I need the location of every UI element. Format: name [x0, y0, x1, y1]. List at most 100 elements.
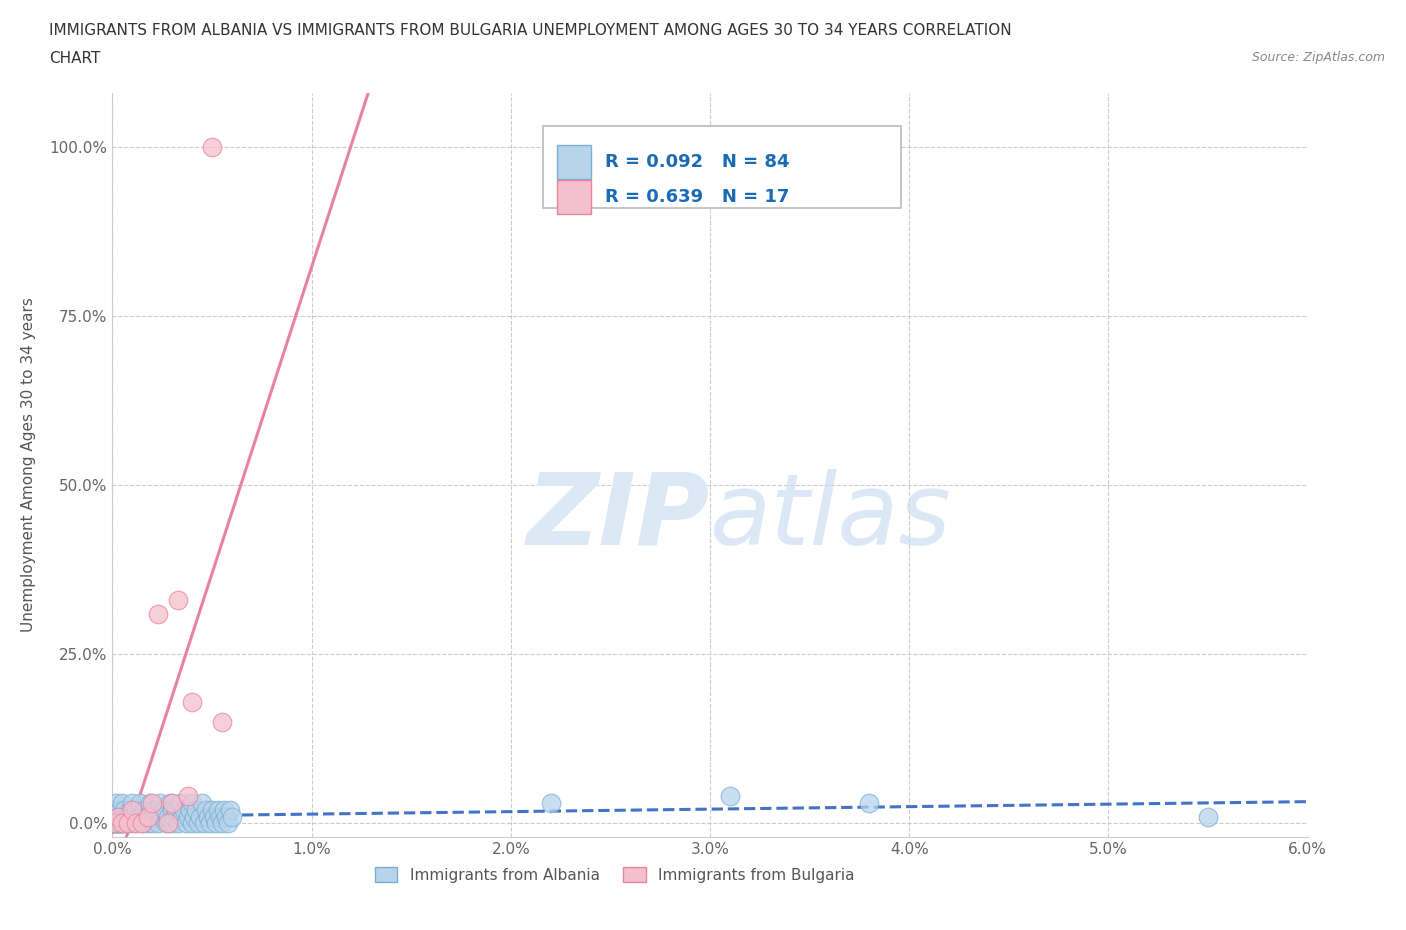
- Point: [157, 809, 180, 824]
- Point: [173, 803, 195, 817]
- Point: [187, 816, 209, 830]
- Text: R = 0.639   N = 17: R = 0.639 N = 17: [605, 188, 789, 206]
- Point: [105, 796, 128, 811]
- Point: [193, 816, 215, 830]
- Point: [162, 796, 183, 811]
- Y-axis label: Unemployment Among Ages 30 to 34 years: Unemployment Among Ages 30 to 34 years: [21, 298, 35, 632]
- Point: [103, 803, 125, 817]
- Point: [172, 809, 194, 824]
- Point: [101, 816, 124, 830]
- Point: [183, 809, 205, 824]
- Point: [134, 803, 156, 817]
- Point: [121, 803, 143, 817]
- Point: [174, 816, 197, 830]
- Point: [212, 803, 235, 817]
- Text: atlas: atlas: [710, 469, 952, 565]
- Point: [114, 816, 135, 830]
- Point: [115, 809, 138, 824]
- Point: [120, 803, 142, 817]
- Point: [167, 592, 190, 607]
- Point: [110, 816, 132, 830]
- Text: Source: ZipAtlas.com: Source: ZipAtlas.com: [1251, 51, 1385, 64]
- Point: [111, 816, 134, 830]
- Point: [111, 816, 134, 830]
- Point: [219, 803, 242, 817]
- Text: IMMIGRANTS FROM ALBANIA VS IMMIGRANTS FROM BULGARIA UNEMPLOYMENT AMONG AGES 30 T: IMMIGRANTS FROM ALBANIA VS IMMIGRANTS FR…: [49, 23, 1012, 38]
- Bar: [557, 145, 591, 179]
- Point: [124, 816, 146, 830]
- Point: [138, 809, 160, 824]
- Point: [110, 803, 132, 817]
- Point: [195, 803, 218, 817]
- Point: [114, 803, 135, 817]
- Point: [155, 816, 177, 830]
- Point: [201, 803, 224, 817]
- Point: [107, 816, 129, 830]
- Point: [141, 816, 163, 830]
- Point: [181, 796, 204, 811]
- Text: R = 0.092   N = 84: R = 0.092 N = 84: [605, 153, 789, 171]
- Point: [107, 809, 129, 824]
- Point: [101, 816, 124, 830]
- Point: [139, 796, 162, 811]
- Point: [197, 809, 219, 824]
- Point: [188, 809, 211, 824]
- Point: [111, 796, 134, 811]
- Point: [858, 796, 880, 811]
- Point: [209, 809, 232, 824]
- Point: [215, 809, 238, 824]
- Point: [148, 816, 170, 830]
- Point: [117, 816, 139, 830]
- Legend: Immigrants from Albania, Immigrants from Bulgaria: Immigrants from Albania, Immigrants from…: [368, 860, 860, 889]
- Point: [157, 816, 180, 830]
- Point: [141, 809, 163, 824]
- Point: [153, 803, 176, 817]
- Point: [207, 803, 229, 817]
- Point: [221, 809, 243, 824]
- Point: [101, 816, 124, 830]
- Point: [202, 809, 225, 824]
- Point: [125, 816, 148, 830]
- Point: [1197, 809, 1219, 824]
- Bar: [557, 180, 591, 214]
- Point: [163, 809, 186, 824]
- Point: [148, 606, 170, 621]
- Point: [162, 803, 183, 817]
- Point: [143, 803, 166, 817]
- Point: [181, 816, 204, 830]
- Point: [211, 816, 233, 830]
- Point: [131, 816, 153, 830]
- Point: [127, 809, 149, 824]
- Point: [103, 816, 125, 830]
- Point: [107, 809, 129, 824]
- Point: [167, 816, 190, 830]
- Point: [165, 803, 187, 817]
- Point: [141, 796, 163, 811]
- Point: [111, 809, 134, 824]
- Point: [217, 816, 239, 830]
- Point: [121, 809, 143, 824]
- Point: [138, 816, 160, 830]
- Point: [101, 816, 124, 830]
- Point: [150, 809, 173, 824]
- Text: CHART: CHART: [49, 51, 101, 66]
- Point: [181, 695, 204, 710]
- Point: [162, 816, 183, 830]
- Point: [131, 816, 153, 830]
- Point: [125, 803, 148, 817]
- Point: [117, 816, 139, 830]
- Point: [110, 816, 132, 830]
- Point: [105, 816, 128, 830]
- Point: [211, 714, 233, 729]
- Point: [103, 816, 125, 830]
- Point: [177, 809, 200, 824]
- Point: [205, 816, 228, 830]
- Point: [201, 140, 224, 154]
- Point: [129, 796, 152, 811]
- Point: [177, 789, 200, 804]
- Point: [718, 789, 741, 804]
- Point: [540, 796, 562, 811]
- Point: [103, 809, 125, 824]
- Point: [169, 796, 191, 811]
- Point: [103, 816, 125, 830]
